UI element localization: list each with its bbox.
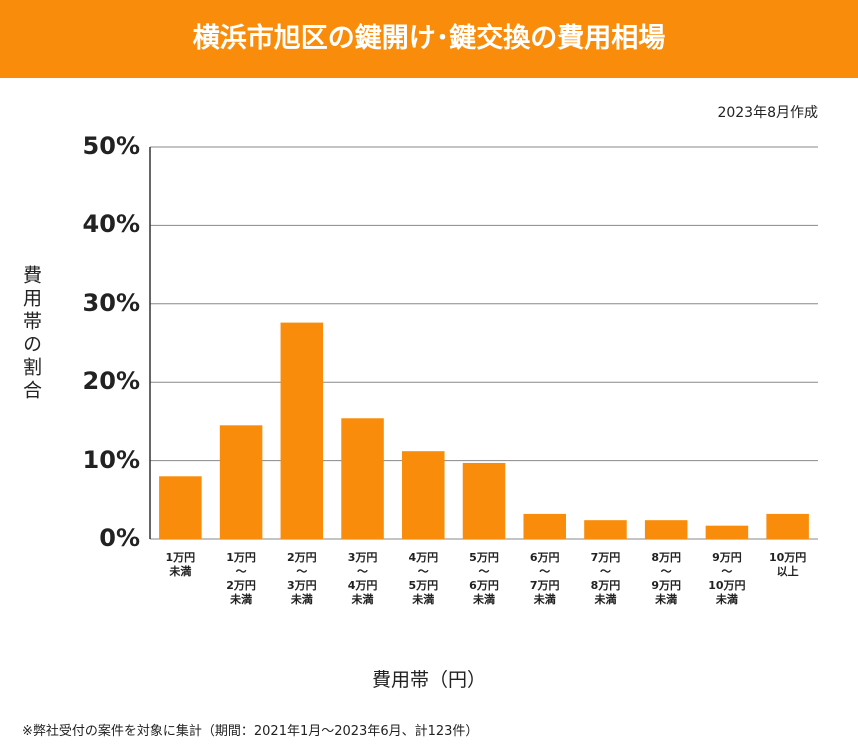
x-tick-label: 2万円 〜 3万円 未満 — [286, 551, 317, 606]
y-tick-label: 20% — [82, 367, 140, 396]
bar — [644, 520, 688, 539]
bar — [523, 513, 566, 539]
bar — [280, 322, 324, 539]
bar — [402, 451, 445, 539]
x-axis-label: 費用帯（円） — [371, 669, 486, 691]
x-tick-label: 8万円 〜 9万円 未満 — [651, 551, 681, 606]
y-tick-label: 0% — [99, 524, 140, 552]
y-tick-label: 30% — [82, 288, 140, 317]
date-note: 2023年8月作成 — [717, 105, 818, 121]
x-tick-label: 10万円 以上 — [768, 551, 807, 578]
x-tick-label: 1万円 〜 2万円 未満 — [226, 551, 256, 606]
x-tick-label: 4万円 〜 5万円 未満 — [408, 551, 439, 606]
bar — [462, 462, 506, 539]
bar — [584, 520, 627, 539]
x-tick-label: 1万円 未満 — [165, 551, 196, 578]
x-tick-label: 3万円 〜 4万円 未満 — [347, 551, 378, 606]
bar — [766, 513, 809, 539]
bar — [159, 476, 202, 539]
y-tick-label: 50% — [82, 132, 140, 160]
x-tick-label: 5万円 〜 6万円 未満 — [469, 551, 499, 606]
bar — [341, 418, 384, 539]
x-tick-label: 6万円 〜 7万円 未満 — [529, 551, 560, 606]
x-tick-label: 7万円 〜 8万円 未満 — [590, 551, 621, 606]
bar — [219, 425, 263, 539]
bar — [705, 525, 749, 539]
title: 横浜市旭区の鍵開け･鍵交換の費用相場 — [0, 0, 858, 78]
x-tick-label: 9万円 〜 10万円 未満 — [708, 551, 746, 606]
y-axis-label: 費用帯の割合 — [20, 265, 42, 403]
footnote: ※弊社受付の案件を対象に集計（期間：2021年1月～2023年6月、計123件） — [22, 724, 479, 739]
y-tick-label: 10% — [82, 445, 140, 474]
y-tick-label: 40% — [82, 210, 140, 239]
